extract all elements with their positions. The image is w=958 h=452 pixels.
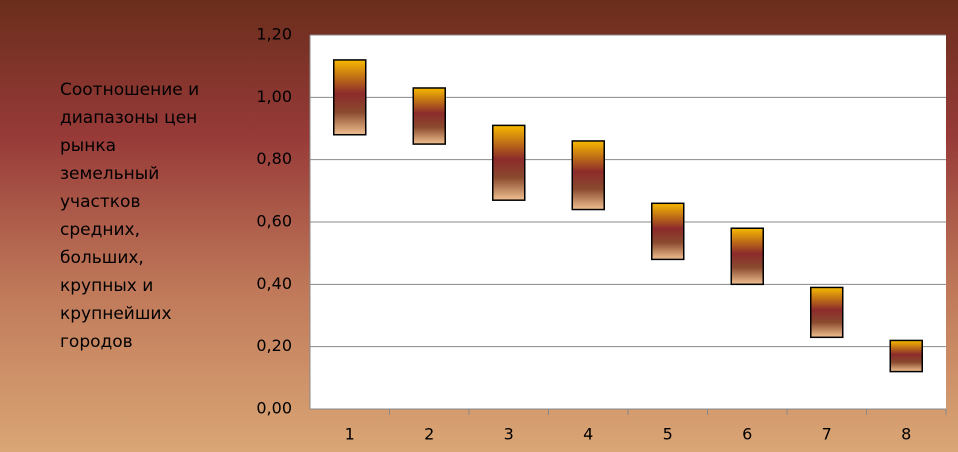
x-tick-label: 5 xyxy=(663,425,673,444)
x-tick-label: 4 xyxy=(583,425,593,444)
chart-title: средних, xyxy=(60,220,140,240)
chart-title: рынка xyxy=(60,136,116,156)
y-tick-label: 0,80 xyxy=(256,149,292,168)
chart-title: городов xyxy=(60,332,133,352)
y-tick-label: 0,00 xyxy=(256,399,292,418)
chart-title: крупных и xyxy=(60,276,153,296)
y-tick-label: 1,20 xyxy=(256,25,292,44)
x-tick-label: 6 xyxy=(742,425,752,444)
chart-title: больших, xyxy=(60,248,144,268)
y-tick-label: 0,40 xyxy=(256,274,292,293)
y-tick-label: 0,60 xyxy=(256,212,292,231)
range-bar xyxy=(412,87,446,145)
range-bar xyxy=(730,227,764,286)
x-tick-label: 1 xyxy=(345,425,355,444)
range-bar xyxy=(492,124,526,201)
y-tick-label: 0,20 xyxy=(256,336,292,355)
x-tick-label: 8 xyxy=(901,425,911,444)
chart-title: крупнейших xyxy=(60,304,172,324)
chart-title: участков xyxy=(60,192,140,212)
x-tick-label: 3 xyxy=(504,425,514,444)
range-bar xyxy=(333,59,367,136)
range-bar xyxy=(651,202,685,261)
x-tick-label: 2 xyxy=(424,425,434,444)
range-bar xyxy=(571,140,605,211)
x-tick-label: 7 xyxy=(822,425,832,444)
chart-title: диапазоны цен xyxy=(60,108,197,128)
chart-title: земельный xyxy=(60,164,159,184)
chart-title: Соотношение и xyxy=(60,80,199,100)
range-bar xyxy=(889,339,923,373)
range-bar xyxy=(810,286,844,339)
y-tick-label: 1,00 xyxy=(256,87,292,106)
